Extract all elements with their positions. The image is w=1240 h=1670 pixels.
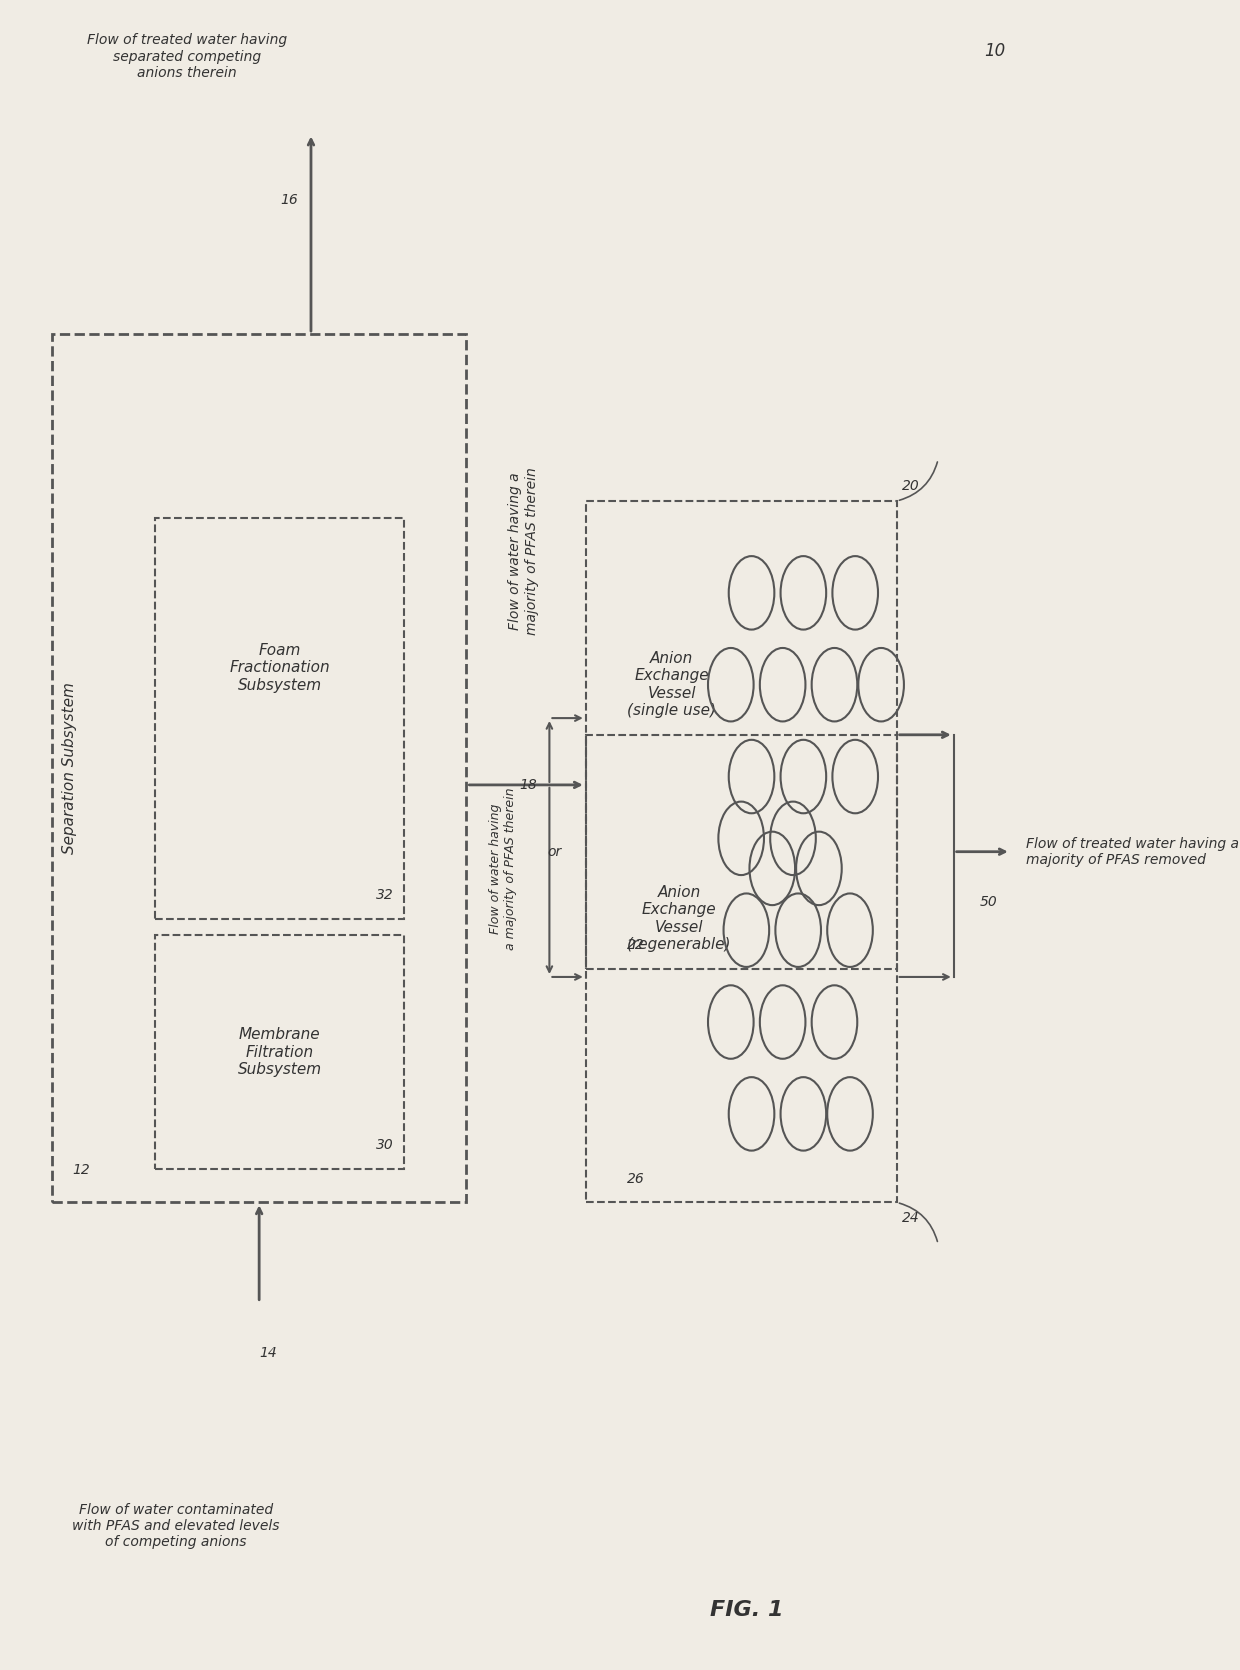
Text: Anion
Exchange
Vessel
(single use): Anion Exchange Vessel (single use) (627, 651, 717, 718)
Text: or: or (548, 845, 562, 858)
Text: 14: 14 (259, 1346, 277, 1359)
Text: Flow of water contaminated
with PFAS and elevated levels
of competing anions: Flow of water contaminated with PFAS and… (72, 1503, 280, 1550)
Text: Flow of treated water having
separated competing
anions therein: Flow of treated water having separated c… (87, 33, 286, 80)
Text: Foam
Fractionation
Subsystem: Foam Fractionation Subsystem (229, 643, 330, 693)
Text: 22: 22 (627, 939, 645, 952)
Text: Flow of treated water having a
majority of PFAS removed: Flow of treated water having a majority … (1027, 837, 1239, 867)
Text: 26: 26 (627, 1172, 645, 1186)
Text: Flow of water having
a majority of PFAS therein: Flow of water having a majority of PFAS … (489, 787, 517, 950)
Text: 24: 24 (901, 1211, 920, 1224)
Text: 20: 20 (901, 479, 920, 493)
Text: 18: 18 (520, 778, 538, 792)
Text: Membrane
Filtration
Subsystem: Membrane Filtration Subsystem (238, 1027, 322, 1077)
Text: Flow of water having a
majority of PFAS therein: Flow of water having a majority of PFAS … (508, 468, 538, 635)
Text: FIG. 1: FIG. 1 (709, 1600, 784, 1620)
Text: 50: 50 (980, 895, 997, 908)
Text: Separation Subsystem: Separation Subsystem (62, 683, 77, 853)
Text: 16: 16 (280, 194, 298, 207)
Text: 32: 32 (376, 888, 394, 902)
Text: Anion
Exchange
Vessel
(regenerable): Anion Exchange Vessel (regenerable) (627, 885, 732, 952)
Text: 30: 30 (376, 1139, 394, 1152)
Text: 12: 12 (73, 1164, 91, 1177)
Text: 10: 10 (985, 42, 1006, 60)
